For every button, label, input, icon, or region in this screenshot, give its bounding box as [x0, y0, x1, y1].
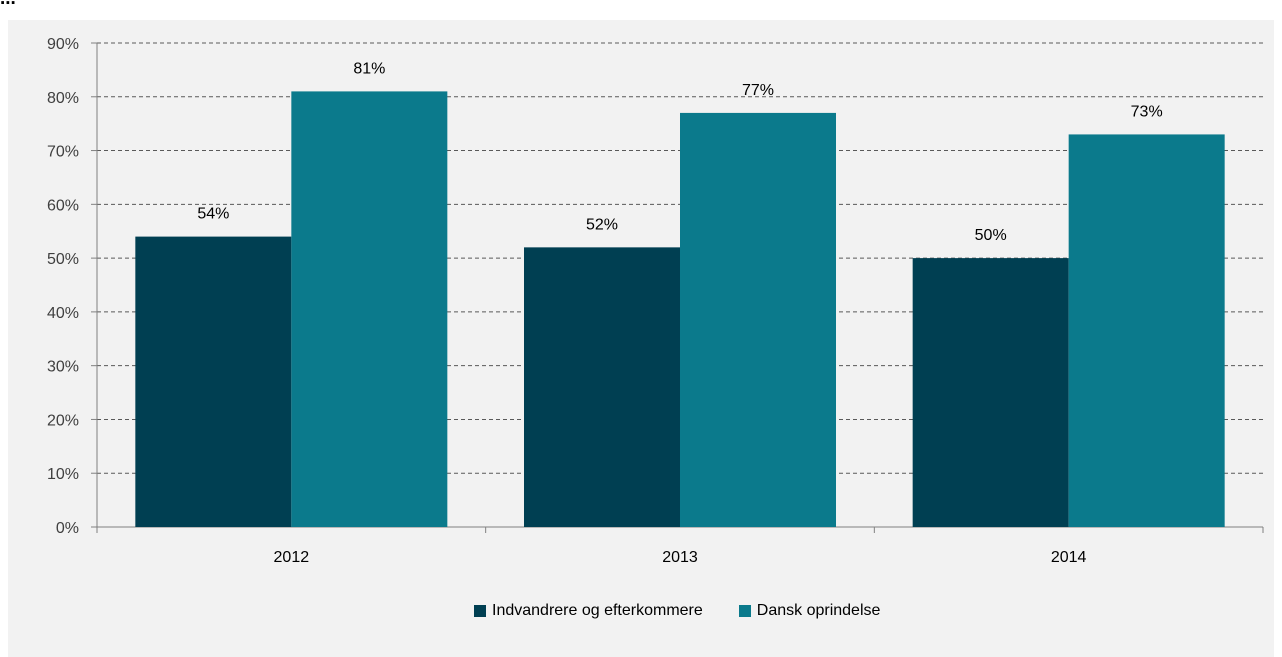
bar-2012-series-1 — [135, 236, 292, 527]
y-tick-label-10: 10% — [47, 466, 79, 483]
data-label-2013-series-2: 77% — [742, 82, 774, 99]
bar-2012-series-2 — [291, 91, 448, 528]
legend-swatch-series-2 — [738, 605, 751, 617]
bar-2014-series-1 — [912, 258, 1069, 527]
category-label-2014: 2014 — [1051, 549, 1087, 566]
legend-swatch-series-1 — [474, 605, 486, 617]
y-tick-label-70: 70% — [47, 144, 79, 161]
data-label-2014-series-2: 73% — [1131, 103, 1163, 120]
data-label-2012-series-2: 81% — [353, 60, 385, 77]
y-tick-label-60: 60% — [47, 197, 79, 214]
category-label-2012: 2012 — [274, 549, 310, 566]
y-tick-label-0: 0% — [56, 520, 79, 537]
data-label-2014-series-1: 50% — [975, 227, 1007, 244]
chart-legend: Indvandrere og efterkommere Dansk oprind… — [474, 602, 880, 620]
category-label-2013: 2013 — [662, 549, 698, 566]
bar-2013-series-1 — [524, 247, 680, 527]
y-tick-label-80: 80% — [47, 90, 79, 107]
page-title: ... — [0, 0, 16, 12]
bar-2013-series-2 — [680, 112, 836, 528]
y-tick-label-90: 90% — [47, 36, 79, 53]
legend-item-series-1: Indvandrere og efterkommere — [474, 602, 703, 620]
data-label-2013-series-1: 52% — [586, 216, 618, 233]
legend-item-series-2: Dansk oprindelse — [738, 602, 881, 620]
data-label-2012-series-1: 54% — [197, 206, 229, 223]
y-tick-label-50: 50% — [47, 251, 79, 268]
y-tick-label-30: 30% — [47, 359, 79, 376]
legend-label-series-1: Indvandrere og efterkommere — [492, 602, 703, 619]
bar-2014-series-2 — [1068, 134, 1225, 527]
y-tick-label-40: 40% — [47, 305, 79, 322]
legend-label-series-2: Dansk oprindelse — [756, 602, 881, 619]
y-tick-label-20: 20% — [47, 412, 79, 429]
